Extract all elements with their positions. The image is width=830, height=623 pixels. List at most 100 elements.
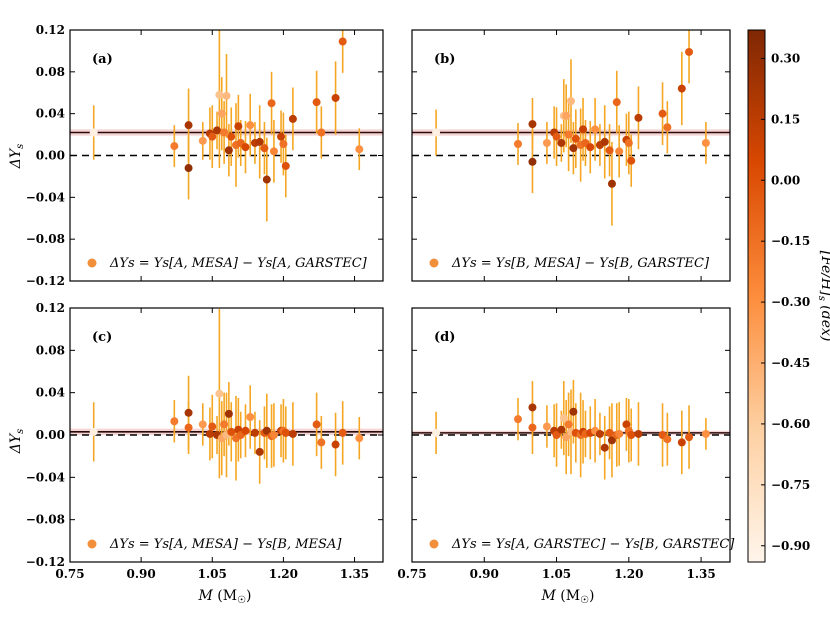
x-axis-title-right: M (M☉) <box>540 588 594 606</box>
panel-label: (c) <box>92 330 112 345</box>
colorbar-tick-label: −0.75 <box>771 478 810 492</box>
data-point <box>317 438 326 447</box>
data-point <box>281 428 290 437</box>
data-point <box>677 438 686 447</box>
legend: ΔYs = Ys[B, MESA] − Ys[B, GARSTEC] <box>429 256 710 271</box>
data-point <box>663 123 672 132</box>
data-point <box>89 128 98 137</box>
data-point <box>234 122 243 131</box>
data-point <box>208 132 217 141</box>
data-point <box>634 113 643 122</box>
data-point <box>600 137 609 146</box>
x-tick-label: 1.05 <box>198 567 227 581</box>
data-point <box>227 132 236 141</box>
y-tick-label: −0.12 <box>26 274 65 288</box>
data-point <box>288 429 297 438</box>
y-tick-label: 0.08 <box>36 343 65 357</box>
data-point <box>528 120 537 129</box>
data-point <box>338 37 347 46</box>
legend-label: ΔYs = Ys[B, MESA] − Ys[B, GARSTEC] <box>451 256 710 271</box>
data-point <box>260 144 269 153</box>
data-point <box>658 109 667 118</box>
data-point <box>281 161 290 170</box>
data-point <box>269 147 278 156</box>
data-point <box>677 84 686 93</box>
x-tick-label: 0.90 <box>470 567 499 581</box>
data-point <box>586 143 595 152</box>
data-point <box>542 138 551 147</box>
panel-label: (b) <box>434 52 455 67</box>
data-point <box>241 143 250 152</box>
x-tick-label: 0.90 <box>127 567 156 581</box>
data-point <box>595 429 604 438</box>
data-point <box>262 175 271 184</box>
x-axis-title-left: M (M☉) <box>197 588 251 606</box>
data-point <box>241 426 250 435</box>
data-point <box>269 431 278 439</box>
colorbar-label: [Fe/H]s (dex) <box>816 251 830 342</box>
data-point <box>312 420 321 429</box>
data-point <box>559 414 568 423</box>
data-point <box>600 443 609 452</box>
x-tick-label: 0.75 <box>55 567 84 581</box>
data-point <box>355 145 364 154</box>
data-point <box>246 413 255 422</box>
data-point <box>627 431 636 439</box>
colorbar-tick-label: −0.90 <box>771 539 810 553</box>
panel-d: 0.75 0.90 1.05 1.20 1.35 (d) ΔYs = Ys[A, GARST… <box>397 307 735 581</box>
x-tick-label: 1.20 <box>614 567 643 581</box>
colorbar-tick-label: −0.45 <box>771 356 810 370</box>
data-point <box>562 111 571 120</box>
data-point <box>569 144 578 153</box>
colorbar-tick-label: 0.30 <box>771 51 800 65</box>
data-point <box>542 422 551 431</box>
data-point <box>222 91 231 100</box>
colorbar-tick-label: 0.15 <box>771 112 800 126</box>
data-point <box>432 128 441 137</box>
data-point <box>331 93 340 102</box>
data-point <box>663 435 672 444</box>
data-point <box>184 423 193 432</box>
data-point <box>607 436 616 445</box>
y-tick-label: 0.12 <box>36 301 65 315</box>
data-point <box>317 128 326 137</box>
data-point <box>338 428 347 437</box>
data-point <box>514 139 522 148</box>
data-point <box>227 427 236 436</box>
panel-a: −0.12 −0.08 −0.04 0.00 0.04 0.08 0.12 (a) ΔYs = … <box>26 23 384 288</box>
y-tick-label: −0.08 <box>26 513 65 527</box>
data-point <box>685 47 694 56</box>
data-point <box>224 146 233 155</box>
x-tick-label: 0.75 <box>397 567 426 581</box>
y-tick-label: 0.04 <box>36 107 65 121</box>
data-point <box>569 407 578 416</box>
x-tick-label: 1.05 <box>542 567 571 581</box>
data-point <box>607 179 616 188</box>
data-point <box>627 156 636 165</box>
data-point <box>170 417 179 426</box>
legend-marker <box>87 539 97 549</box>
legend-label: ΔYs = Ys[A, MESA] − Ys[B, MESA] <box>109 537 342 552</box>
data-point <box>255 137 264 146</box>
plot-area <box>70 309 383 484</box>
y-tick-label: 0.04 <box>36 386 65 400</box>
x-tick-label: 1.35 <box>340 567 369 581</box>
data-point <box>557 138 566 147</box>
data-point <box>562 433 571 442</box>
data-point <box>220 420 229 429</box>
data-point <box>198 136 207 145</box>
legend: ΔYs = Ys[A, MESA] − Ys[B, MESA] <box>87 537 342 552</box>
data-point <box>262 426 271 435</box>
panel-label: (d) <box>434 330 455 345</box>
data-point <box>701 429 710 438</box>
data-point <box>288 114 297 123</box>
data-point <box>215 90 224 99</box>
data-point <box>220 128 229 137</box>
y-axis-title-bottom: ΔYs <box>8 429 26 455</box>
data-point <box>564 420 573 429</box>
data-point <box>198 420 207 429</box>
data-point <box>615 429 624 438</box>
data-point <box>279 139 288 148</box>
data-point <box>170 142 179 151</box>
